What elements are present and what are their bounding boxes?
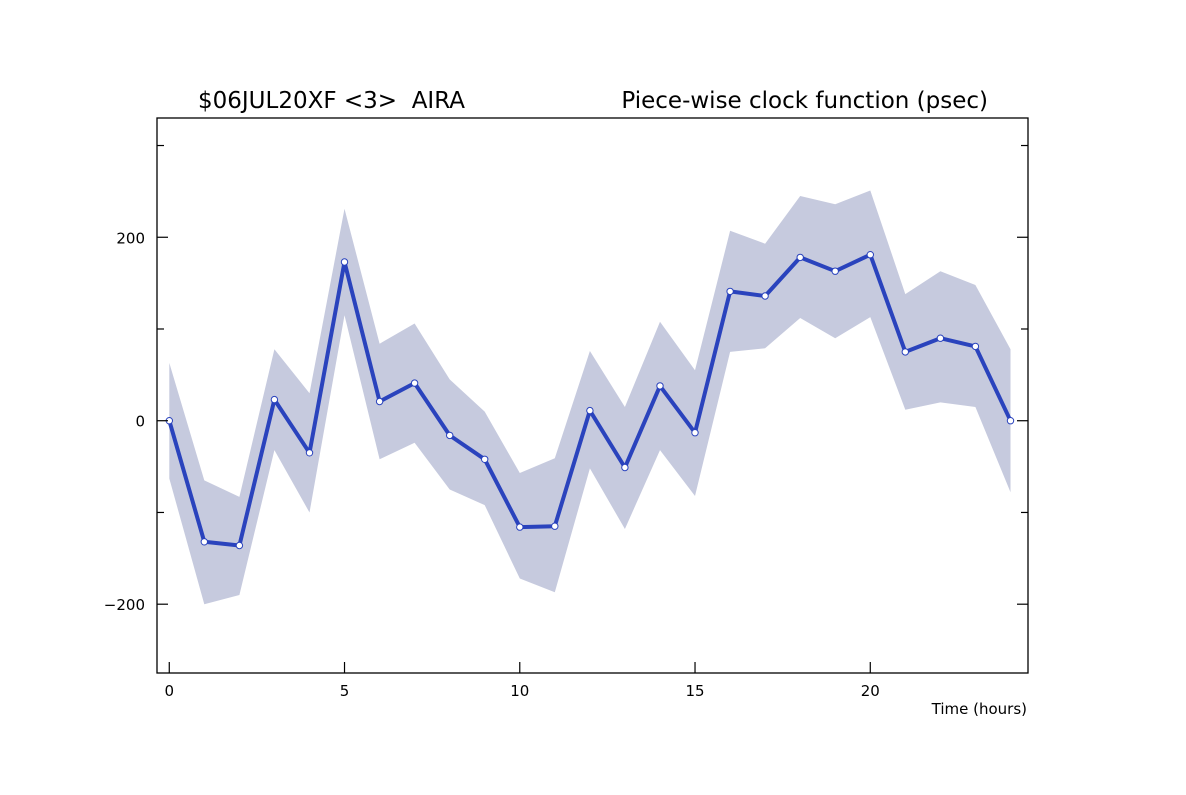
data-point <box>621 463 629 472</box>
data-point <box>656 382 664 390</box>
chart-title-station: $06JUL20XF <3> AIRA <box>198 88 465 114</box>
x-axis-label: Time (hours) <box>931 700 1027 718</box>
data-point <box>796 253 804 262</box>
data-point <box>936 334 945 342</box>
data-point <box>831 267 839 275</box>
y-tick-label: 200 <box>116 229 145 247</box>
data-point <box>270 395 279 404</box>
data-point <box>516 523 524 531</box>
data-point <box>375 397 384 406</box>
data-point <box>235 541 244 550</box>
data-point <box>340 258 349 266</box>
x-tick-label: 15 <box>685 682 704 700</box>
chart-title-function: Piece-wise clock function (psec) <box>621 88 988 114</box>
data-point <box>410 379 419 387</box>
data-point <box>691 429 699 437</box>
x-tick-label: 20 <box>861 682 880 700</box>
plot-frame <box>156 117 1029 674</box>
data-point <box>1006 417 1015 425</box>
uncertainty-band <box>169 190 1011 605</box>
data-point-layer <box>165 251 1015 550</box>
data-point <box>305 449 314 457</box>
data-point <box>446 431 454 440</box>
y-tick-label: −200 <box>104 596 145 614</box>
x-tick-label: 5 <box>340 682 350 700</box>
data-point <box>586 406 594 415</box>
data-point <box>726 287 734 296</box>
axis-ticks: −200 0 200 0 5 10 15 20 <box>104 144 1028 700</box>
data-point <box>866 251 874 259</box>
x-tick-label: 10 <box>510 682 529 700</box>
x-tick-label: 0 <box>164 682 174 700</box>
y-tick-label: 0 <box>135 413 145 431</box>
data-point <box>971 342 980 351</box>
data-point <box>761 292 769 300</box>
data-point <box>481 455 489 463</box>
axes-frame <box>156 117 1029 674</box>
data-point <box>200 538 209 546</box>
uncertainty-band-layer <box>169 190 1011 605</box>
data-point <box>901 348 909 356</box>
data-point <box>551 522 559 530</box>
